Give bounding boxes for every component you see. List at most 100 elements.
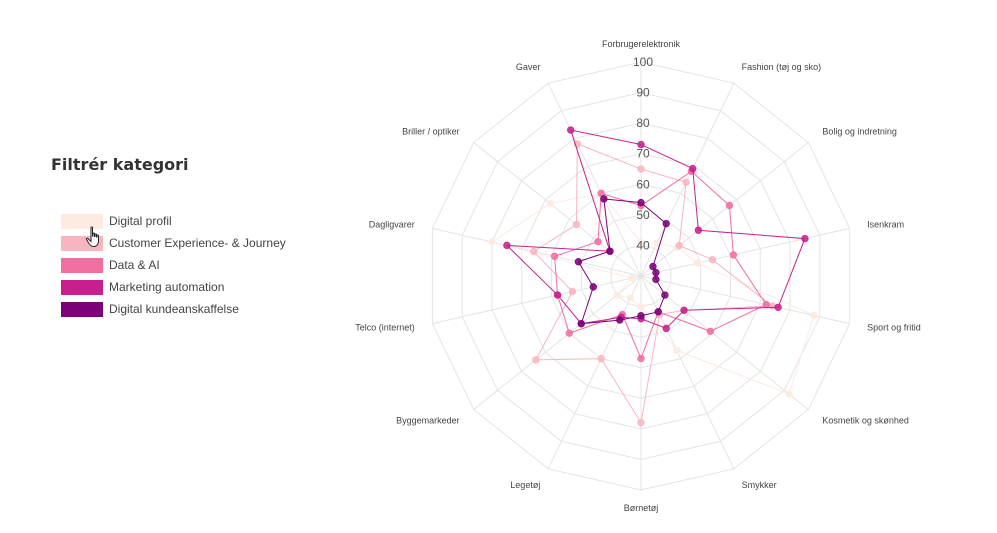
data-point (652, 275, 660, 284)
legend-swatch (61, 213, 103, 229)
legend-swatch (61, 301, 103, 317)
legend-label: Digital kundeanskaffelse (109, 302, 239, 316)
series-line (532, 143, 774, 425)
data-point (637, 165, 645, 173)
data-point (568, 287, 577, 296)
data-point (637, 354, 645, 363)
legend-item-customer-experience[interactable]: Customer Experience- & Journey (51, 232, 331, 254)
grid-spoke (473, 275, 642, 410)
data-point (574, 258, 583, 266)
legend-item-marketing-automation[interactable]: Marketing automation (51, 276, 331, 298)
data-point (613, 291, 621, 299)
data-point (530, 247, 538, 256)
data-point (594, 237, 602, 246)
radar-grid (431, 61, 851, 491)
data-point (488, 238, 496, 246)
data-point (725, 201, 734, 210)
grid-spoke (473, 142, 642, 277)
category-label: Smykker (742, 480, 777, 490)
radar-labels: 40 50 60 70 80 90 100 Forbrugerelektronik Fashio… (355, 39, 920, 513)
data-point (652, 268, 660, 277)
data-point (532, 356, 540, 364)
legend-swatch (61, 257, 103, 273)
legend-label: Customer Experience- & Journey (109, 236, 286, 250)
tick-label: 90 (636, 86, 650, 100)
data-point (729, 251, 738, 259)
data-point (566, 126, 575, 134)
data-point (546, 199, 554, 208)
category-label: Dagligvarer (369, 219, 415, 229)
grid-spoke (640, 227, 850, 277)
data-point (572, 220, 581, 229)
grid-spoke (547, 275, 642, 470)
category-label: Børnetøj (624, 503, 659, 513)
tick-label: 40 (636, 238, 650, 252)
category-label: Bolig og indretning (822, 126, 897, 136)
tick-label: 50 (636, 208, 650, 222)
data-point (597, 354, 605, 363)
data-point (682, 178, 690, 187)
category-label: Kosmetik og skønhed (822, 416, 909, 426)
grid-spoke (432, 275, 642, 325)
tick-label: 80 (636, 116, 650, 130)
data-point (810, 311, 818, 320)
grid-spoke (640, 275, 850, 325)
legend-label: Data & AI (109, 258, 160, 272)
data-point (689, 164, 697, 173)
data-point (785, 390, 793, 398)
category-label: Sport og fritid (867, 323, 921, 333)
data-point (693, 259, 702, 267)
grid-spoke (547, 82, 642, 277)
data-point (606, 247, 614, 255)
data-point (706, 327, 715, 335)
data-point (637, 140, 645, 149)
category-label: Legetøj (510, 480, 540, 490)
data-point (550, 252, 559, 260)
data-point (662, 324, 670, 333)
data-point (680, 306, 688, 315)
tick-label: 70 (636, 147, 650, 161)
legend-label: Marketing automation (109, 280, 225, 294)
legend-item-data-ai[interactable]: Data & AI (51, 254, 331, 276)
category-label: Gaver (516, 62, 541, 72)
data-point (662, 219, 670, 228)
data-point (801, 234, 809, 243)
category-label: Isenkram (867, 219, 904, 229)
data-point (600, 195, 608, 203)
legend-swatch (61, 235, 103, 251)
data-point (616, 316, 624, 324)
data-point (626, 294, 635, 302)
data-point (628, 274, 636, 282)
tick-label: 60 (636, 177, 650, 191)
legend-item-digital-kundeanskaffelse[interactable]: Digital kundeanskaffelse (51, 298, 331, 320)
data-point (649, 262, 657, 271)
data-point (768, 302, 776, 310)
data-point (503, 241, 511, 250)
filter-panel: Filtrér kategori Digital profil Customer… (51, 155, 331, 320)
legend-item-digital-profil[interactable]: Digital profil (51, 210, 331, 232)
category-label: Briller / optiker (402, 126, 460, 136)
category-label: Byggemarkeder (396, 416, 460, 426)
data-point (675, 241, 683, 250)
grid-spoke (640, 275, 735, 470)
legend-label: Digital profil (109, 214, 172, 228)
data-point (577, 319, 585, 328)
data-point (553, 291, 562, 299)
radar-series (488, 126, 818, 427)
data-point (637, 419, 645, 427)
data-point (565, 329, 573, 337)
grid-spoke (640, 142, 809, 277)
legend-swatch (61, 279, 103, 295)
data-point (708, 255, 717, 264)
data-point (762, 300, 770, 309)
data-point (637, 198, 645, 207)
category-label: Fashion (tøj og sko) (742, 62, 822, 72)
data-point (589, 283, 598, 291)
data-point (637, 312, 645, 320)
legend: Digital profil Customer Experience- & Jo… (51, 210, 331, 320)
series-line (490, 192, 815, 395)
grid-spoke (640, 275, 809, 410)
data-point (673, 346, 681, 355)
category-label: Forbrugerelektronik (602, 39, 681, 49)
